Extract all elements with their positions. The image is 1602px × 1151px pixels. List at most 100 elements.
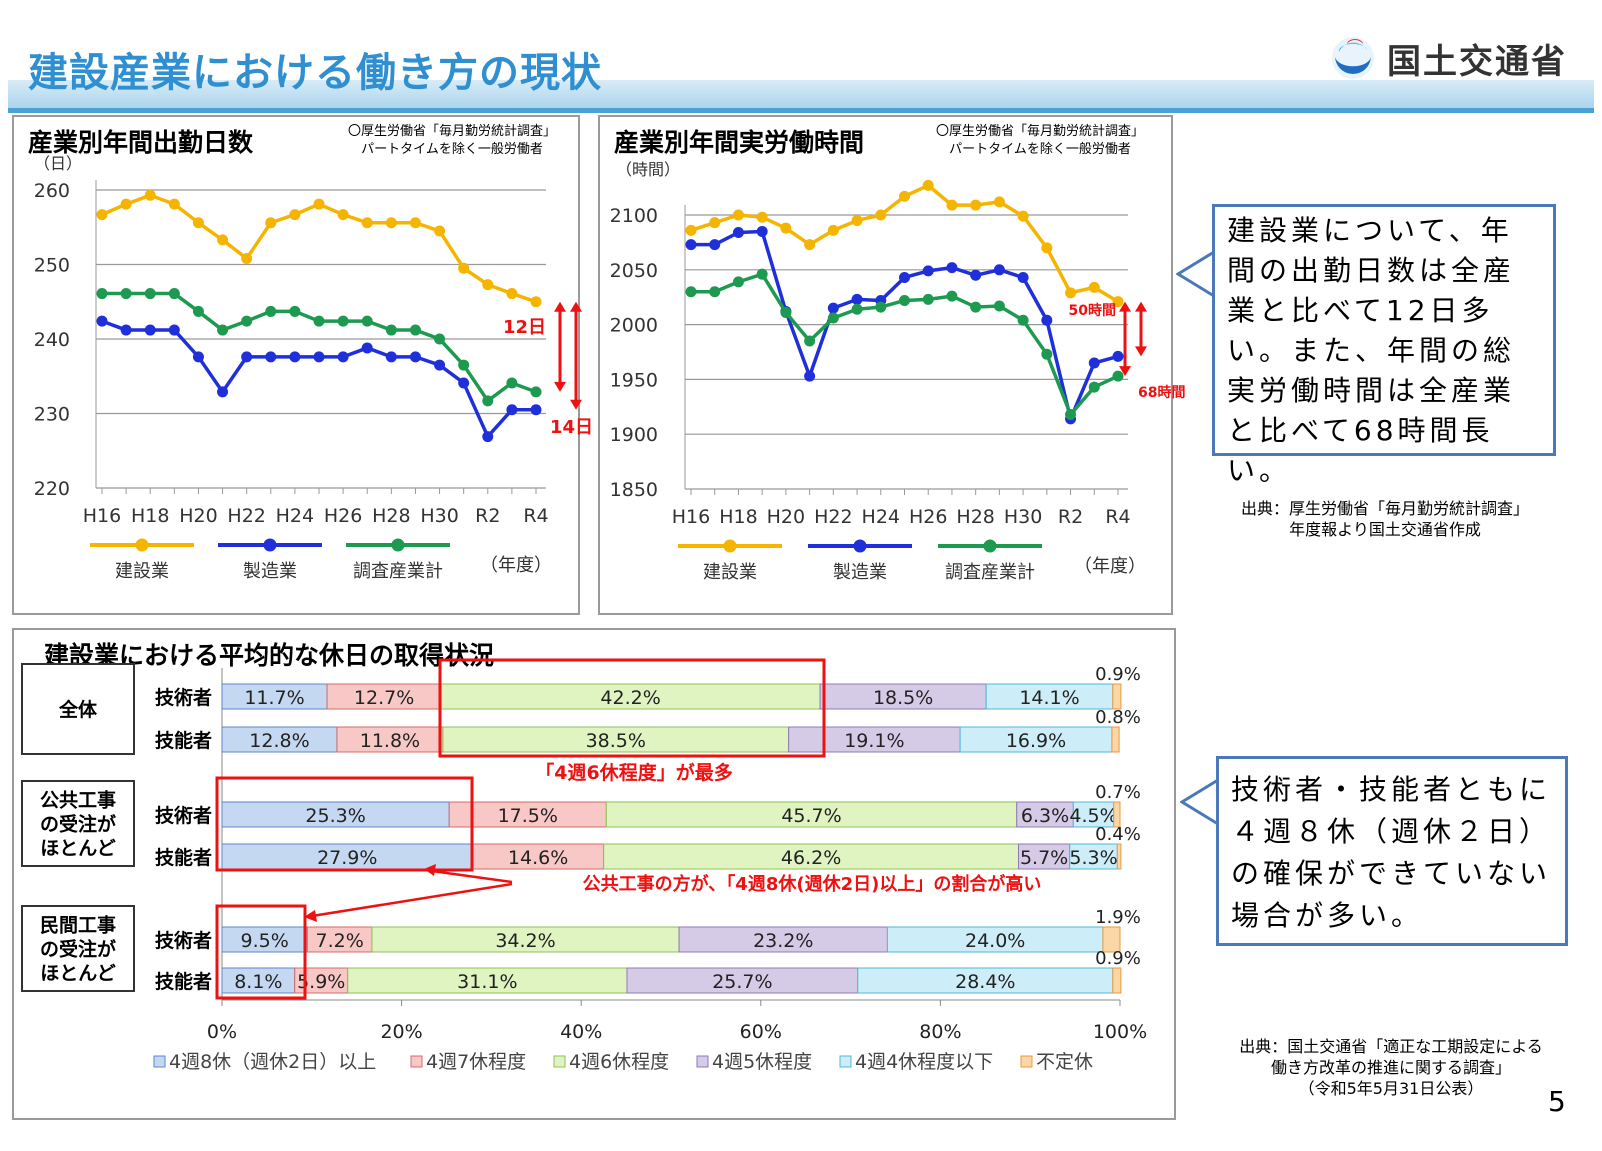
title-underline [8, 108, 1594, 113]
data-point-all [217, 324, 229, 336]
bar-segment-4 [857, 967, 1114, 994]
diff-label-lower: 14日 [550, 417, 593, 438]
data-point-all [732, 276, 744, 288]
group-box-private-label: の受注が [40, 938, 116, 961]
diff-label-upper: 12日 [503, 317, 546, 338]
page-number: 5 [1548, 1085, 1566, 1118]
data-point-manufacturing [313, 351, 325, 363]
y-tick-label: 1850 [610, 479, 658, 501]
callout-top-pointer [1176, 250, 1216, 299]
bar-segment-4 [886, 926, 1104, 953]
data-point-manufacturing [96, 315, 108, 327]
data-point-construction [530, 296, 542, 308]
note-arrow-head [304, 910, 317, 922]
bar-segment-7 [472, 843, 605, 870]
data-point-manufacturing [804, 370, 816, 382]
bar-value-label: 11.8% [360, 730, 420, 752]
bar-segment-7 [448, 801, 607, 828]
source-bottom-line2: 働き方改革の推進に関する調査」 [1270, 1058, 1511, 1077]
bar-value-label: 1.9% [1095, 907, 1141, 928]
legend-marker-construction [723, 539, 737, 553]
x-tick-label: H26 [324, 505, 362, 527]
data-point-manufacturing [144, 324, 156, 336]
y-tick-label: 2000 [610, 315, 658, 337]
bar-segment-4 [1069, 843, 1118, 870]
legend-label-7: 4週7休程度 [426, 1051, 526, 1073]
legend-label-manufacturing: 製造業 [243, 561, 297, 582]
diff-arrow-head [1119, 366, 1131, 377]
data-point-manufacturing [732, 227, 744, 239]
bar-segment-irregular [1112, 683, 1122, 710]
data-point-construction [289, 209, 301, 221]
y-tick-label: 260 [34, 180, 70, 202]
data-point-manufacturing [120, 324, 132, 336]
bar-segment-6 [605, 801, 1018, 828]
data-point-construction [1017, 210, 1029, 222]
legend-label-all: 調査産業計 [353, 561, 443, 582]
data-point-manufacturing [1017, 271, 1029, 283]
bar-segment-8 [221, 801, 450, 828]
highlight-box-public-8 [215, 776, 474, 872]
hours-panel: 産業別年間実労働時間 〇厚生労働省「毎月勤労統計調査」 パートタイムを除く一般労… [598, 115, 1173, 615]
data-point-construction [482, 279, 494, 291]
row-label: 技術者 [155, 929, 212, 952]
y-tick-label: 1950 [610, 369, 658, 391]
legend-marker-construction [135, 538, 149, 552]
bar-value-label: 46.2% [781, 847, 841, 869]
x-tick-label: H24 [862, 506, 900, 528]
hours-chart-title: 産業別年間実労働時間 [614, 128, 865, 157]
data-point-construction [217, 234, 229, 246]
bar-segment-6 [442, 726, 790, 753]
data-point-construction [241, 253, 253, 265]
data-point-manufacturing [168, 324, 180, 336]
data-point-manufacturing [827, 302, 839, 314]
data-point-manufacturing [922, 265, 934, 277]
hours-line-chart: （時間） 1850 1900 1950 2000 2050 2100 H16 H18 H20 H22… [610, 160, 1186, 583]
bar-segment-irregular [1116, 843, 1122, 870]
bar-value-label: 0.8% [1095, 707, 1141, 728]
legend-swatch-6 [553, 1055, 566, 1068]
data-point-all [434, 333, 446, 345]
note-4w6-most: 「4週6休程度」が最多 [535, 761, 732, 784]
data-point-construction [313, 198, 325, 210]
data-point-construction [756, 211, 768, 223]
data-point-manufacturing [482, 431, 494, 443]
data-point-manufacturing [506, 404, 518, 416]
data-point-construction [361, 217, 373, 229]
x-tick-label: R4 [523, 505, 548, 527]
y-tick-label: 1900 [610, 424, 658, 446]
x-tick-label: H24 [276, 505, 314, 527]
diff-arrow-head [554, 381, 566, 392]
legend-swatch-4 [839, 1055, 852, 1068]
bar-value-label: 16.9% [1006, 730, 1066, 752]
hours-note-line1: 〇厚生労働省「毎月勤労統計調査」 [935, 124, 1144, 139]
legend-year-label: （年度） [1074, 556, 1146, 577]
legend-label-5: 4週5休程度 [712, 1051, 812, 1073]
legend-swatch-5 [696, 1055, 709, 1068]
y-tick-label: 230 [34, 404, 70, 426]
data-point-manufacturing [409, 351, 421, 363]
series-line-construction [690, 183, 1119, 304]
bar-value-label: 14.1% [1019, 687, 1079, 709]
data-point-manufacturing [289, 351, 301, 363]
data-point-construction [1065, 287, 1077, 299]
note-arrow [431, 869, 513, 884]
bar-value-label: 4.5% [1069, 805, 1117, 827]
legend-label-construction: 建設業 [115, 561, 169, 582]
legend-marker-manufacturing [853, 539, 867, 553]
data-point-manufacturing [899, 271, 910, 283]
page-title: 建設産業における働き方の現状 [28, 50, 602, 96]
source-top-line2: 年度報より国土交通省作成 [1289, 520, 1481, 539]
x-tick-label: R2 [1058, 506, 1083, 528]
group-box-private [21, 905, 135, 992]
series-line-construction [101, 193, 537, 304]
bar-value-label: 17.5% [498, 805, 558, 827]
data-point-all [1112, 370, 1124, 382]
callout-top: 建設業について、年間の出勤日数は全産業と比べて12日多い。また、年間の総実労働時… [1212, 204, 1556, 487]
data-point-construction [120, 198, 132, 210]
data-point-manufacturing [217, 386, 229, 398]
bar-segment-6 [347, 967, 628, 994]
diff-arrow-head [554, 301, 566, 312]
days-source-note: 〇厚生労働省「毎月勤労統計調査」 パートタイムを除く一般労働者 [332, 123, 572, 159]
